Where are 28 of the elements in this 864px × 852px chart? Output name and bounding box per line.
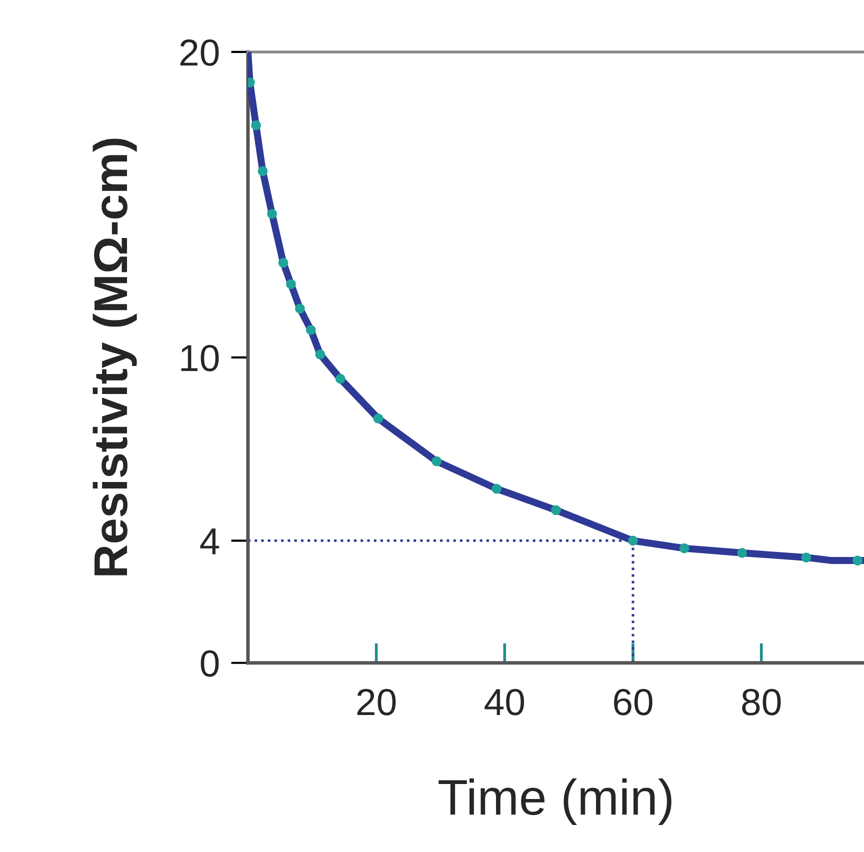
y-tick-label: 0: [200, 650, 219, 677]
point: [737, 548, 747, 558]
point: [251, 120, 261, 130]
point: [306, 325, 316, 335]
x-tick-label: 20: [357, 688, 396, 716]
x-tick-label: 40: [484, 688, 524, 716]
point: [679, 543, 690, 554]
point: [492, 484, 502, 494]
x-axis-title: Time (min): [438, 778, 672, 825]
x-tick-label: 60: [614, 688, 652, 716]
point: [335, 374, 346, 384]
x-tick-label: 80: [742, 688, 781, 716]
y-tick-label: 4: [200, 528, 220, 554]
y-tick-label: 20: [180, 39, 219, 66]
point: [258, 166, 268, 176]
point: [278, 258, 288, 268]
point: [432, 456, 442, 466]
point: [315, 349, 326, 360]
y-tick-label: 10: [181, 344, 219, 372]
point: [852, 556, 862, 566]
y-axis-title: Resistivity (MΩ-cm): [92, 138, 137, 576]
point: [551, 505, 561, 516]
point: [286, 279, 296, 290]
point: [373, 414, 384, 424]
point: [628, 536, 638, 546]
point: [267, 208, 277, 219]
point: [801, 552, 812, 562]
point: [295, 304, 305, 314]
